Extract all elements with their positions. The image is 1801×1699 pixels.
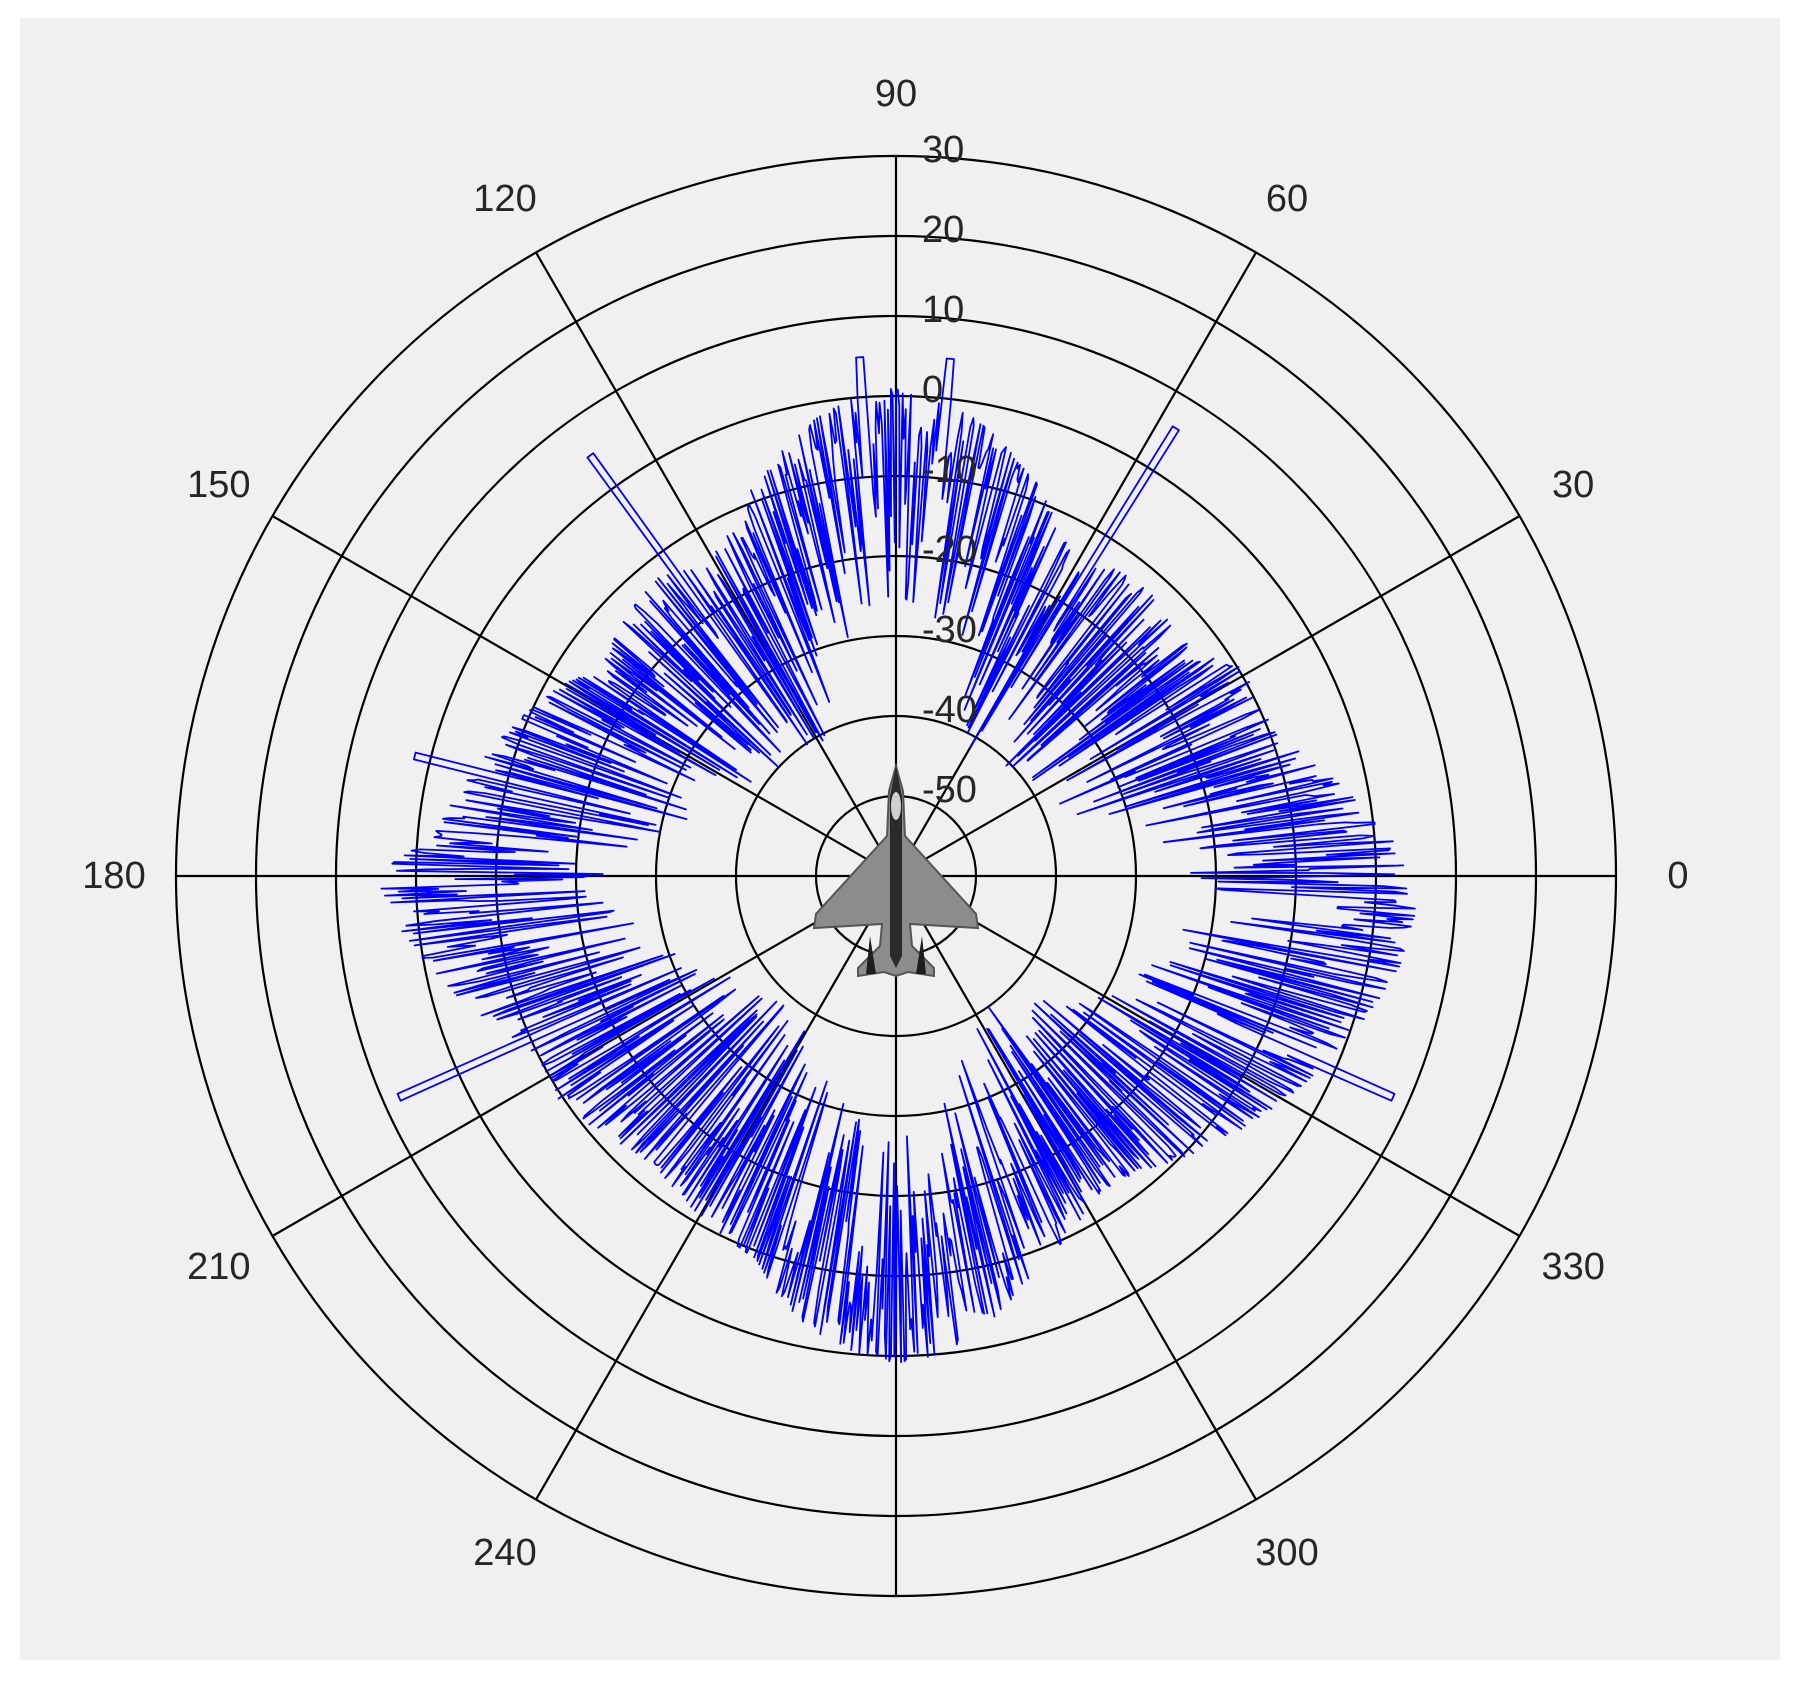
radial-tick-label: -40 — [922, 689, 977, 731]
angle-tick-label: 180 — [82, 855, 145, 897]
series-line — [380, 356, 1416, 1364]
radial-tick-label: -10 — [922, 449, 977, 491]
radial-tick-label: -30 — [922, 609, 977, 651]
radial-tick-label: 0 — [922, 369, 943, 411]
aircraft-tail-fins — [866, 936, 926, 974]
angle-tick-label: 150 — [187, 464, 250, 506]
polar-figure: 0 30 60 90 120 150 180 210 240 300 330 -50 -40 -30 -2… — [20, 18, 1780, 1660]
radial-tick-labels: -50 -40 -30 -20 -10 0 10 20 30 — [922, 129, 977, 811]
angle-tick-label: 90 — [875, 73, 917, 115]
angle-tick-label: 300 — [1255, 1532, 1318, 1574]
series-trace-layer — [380, 356, 1416, 1364]
angle-tick-label: 60 — [1266, 178, 1308, 220]
fighter-aircraft-top-view-icon — [812, 762, 980, 978]
angle-tick-label: 120 — [473, 178, 536, 220]
angle-tick-label: 330 — [1541, 1246, 1604, 1288]
angle-tick-label: 30 — [1552, 464, 1594, 506]
radial-tick-label: -20 — [922, 529, 977, 571]
angle-tick-label: 210 — [187, 1246, 250, 1288]
aircraft-canopy — [891, 792, 901, 820]
radial-tick-label: 20 — [922, 209, 964, 251]
angle-tick-label: 0 — [1667, 855, 1688, 897]
radial-tick-label: 10 — [922, 289, 964, 331]
radial-tick-label: 30 — [922, 129, 964, 171]
angle-tick-label: 240 — [473, 1532, 536, 1574]
radial-tick-label: -50 — [922, 769, 977, 811]
